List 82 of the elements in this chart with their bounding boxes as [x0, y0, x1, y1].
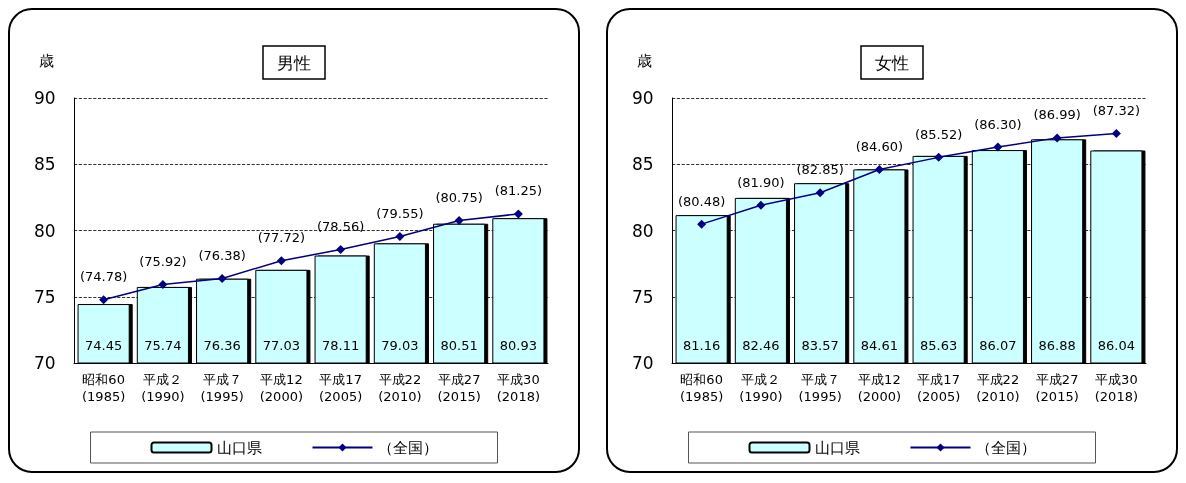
- data-label: 77.03: [262, 337, 300, 353]
- data-label: (79.55): [376, 205, 424, 221]
- data-label: (74.78): [79, 269, 128, 285]
- y-tick-label: 80: [632, 220, 654, 241]
- x-tick-label: 平成12 (2000): [857, 372, 901, 404]
- point: [513, 209, 523, 219]
- data-label: 80.51: [440, 337, 478, 353]
- point: [1052, 133, 1062, 143]
- point: [276, 256, 286, 266]
- point: [815, 188, 825, 198]
- data-label: 79.03: [381, 337, 419, 353]
- x-tick-label: 平成22 (2010): [378, 372, 422, 404]
- data-label: 80.93: [499, 337, 537, 353]
- data-label: 75.74: [144, 337, 182, 353]
- data-label: 86.07: [979, 337, 1017, 353]
- data-label: 78.11: [322, 337, 360, 353]
- legend-label: 山口県: [814, 438, 860, 457]
- y-tick-label: 80: [34, 220, 56, 241]
- point: [874, 165, 884, 175]
- y-tick-label: 85: [34, 154, 56, 175]
- y-tick-label: 90: [632, 88, 654, 108]
- data-label: 83.57: [801, 337, 839, 353]
- legend-label: 山口県: [216, 438, 262, 457]
- data-label: 82.46: [742, 337, 780, 353]
- data-label: (84.60): [855, 139, 904, 155]
- point: [454, 216, 464, 226]
- y-tick-label: 70: [632, 353, 654, 373]
- chart-title: 女性: [875, 52, 909, 73]
- legend-label: （全国）: [377, 438, 438, 457]
- point: [756, 200, 766, 210]
- x-tick-label: 平成２ (1990): [141, 372, 185, 404]
- data-label: (81.25): [494, 183, 543, 199]
- y-tick-label: 75: [632, 286, 654, 307]
- data-label: (78.56): [316, 219, 365, 235]
- data-label: (81.90): [737, 174, 785, 190]
- data-label: (80.48): [677, 193, 726, 209]
- x-tick-label: 平成２ (1990): [739, 372, 783, 404]
- data-label: 85.63: [920, 337, 958, 353]
- point: [158, 280, 168, 290]
- data-label: (80.75): [435, 190, 483, 206]
- data-label: (85.52): [914, 126, 963, 142]
- point: [395, 231, 405, 241]
- x-tick-label: 平成30 (2018): [1094, 372, 1138, 404]
- x-tick-label: 平成30 (2018): [496, 372, 540, 404]
- x-tick-label: 昭和60 (1985): [82, 372, 126, 404]
- y-tick-label: 85: [632, 154, 654, 175]
- legend-label: （全国）: [975, 438, 1036, 457]
- x-tick-label: 昭和60 (1985): [680, 372, 724, 404]
- data-label: (87.32): [1092, 103, 1141, 119]
- y-tick-label: 75: [34, 286, 56, 307]
- data-label: (86.99): [1033, 107, 1081, 123]
- data-label: (77.72): [257, 230, 306, 246]
- data-label: 84.61: [860, 337, 898, 353]
- y-axis-title: 歳: [637, 51, 652, 70]
- data-label: (76.38): [198, 247, 246, 263]
- x-tick-label: 平成22 (2010): [976, 372, 1020, 404]
- point: [217, 273, 227, 283]
- data-label: (86.30): [974, 116, 1022, 132]
- x-tick-label: 平成17 (2005): [917, 372, 961, 404]
- data-label: 76.36: [203, 337, 241, 353]
- point: [1111, 129, 1121, 139]
- data-label: (82.85): [796, 162, 844, 178]
- x-tick-label: 平成27 (2015): [1035, 372, 1079, 404]
- y-axis-title: 歳: [39, 51, 54, 70]
- data-label: 74.45: [85, 337, 123, 353]
- data-label: (75.92): [139, 254, 187, 270]
- point: [934, 152, 944, 162]
- point: [99, 295, 109, 305]
- y-tick-label: 90: [34, 88, 56, 108]
- y-tick-label: 70: [34, 353, 56, 373]
- data-label: 86.88: [1038, 337, 1076, 353]
- x-tick-label: 平成27 (2015): [437, 372, 481, 404]
- point: [336, 245, 346, 255]
- data-label: 86.04: [1097, 337, 1135, 353]
- chart-title: 男性: [277, 52, 311, 73]
- x-tick-label: 平成７ (1995): [798, 372, 842, 404]
- data-label: 81.16: [683, 337, 721, 353]
- x-tick-label: 平成７ (1995): [200, 372, 244, 404]
- x-tick-label: 平成12 (2000): [259, 372, 303, 404]
- x-tick-label: 平成17 (2005): [319, 372, 363, 404]
- point: [993, 142, 1003, 152]
- point: [697, 219, 707, 229]
